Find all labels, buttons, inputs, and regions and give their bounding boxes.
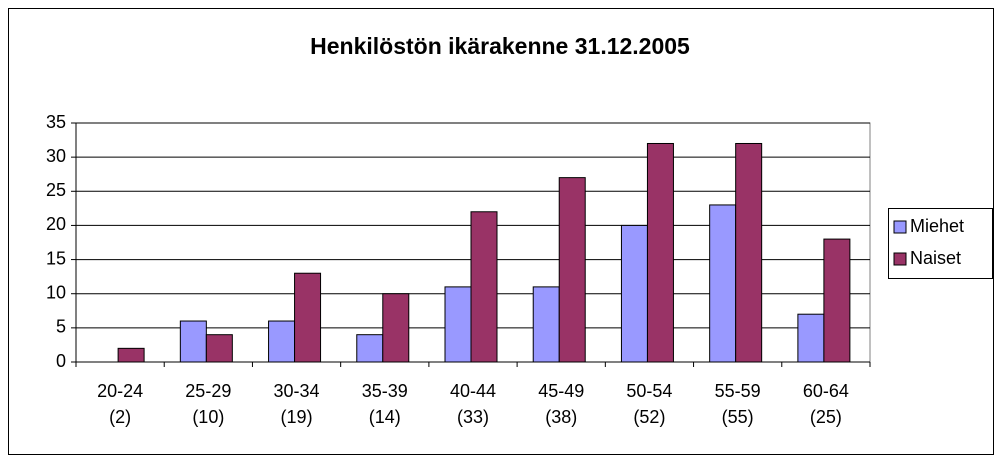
y-tick-label: 10 [46,282,66,302]
x-tick-label: (55) [722,407,754,427]
chart-title: Henkilöstön ikärakenne 31.12.2005 [310,33,690,59]
bar [117,347,145,363]
x-tick-label: (52) [633,407,665,427]
x-tick-label: (10) [192,407,224,427]
legend-label: Miehet [910,216,964,236]
x-tick-label: 50-54 [626,381,672,401]
bar [823,238,851,363]
x-tick-label: (14) [369,407,401,427]
bar [470,211,498,363]
legend-label: Naiset [910,248,961,268]
bar [532,286,560,363]
y-tick-label: 35 [46,112,66,132]
legend-box [888,208,993,279]
bar [382,293,410,363]
legend-swatch [893,252,907,266]
bar [709,204,737,363]
bar [558,177,586,363]
x-tick-label: 30-34 [274,381,320,401]
x-tick-label: 35-39 [362,381,408,401]
y-tick-label: 30 [46,146,66,166]
bar [444,286,472,363]
x-tick-label: 25-29 [185,381,231,401]
x-tick-label: (19) [281,407,313,427]
x-tick-label: 45-49 [538,381,584,401]
x-tick-label: 60-64 [803,381,849,401]
legend-swatch [893,220,907,234]
y-tick-label: 25 [46,180,66,200]
y-tick-label: 15 [46,248,66,268]
bar [205,334,233,363]
y-tick-label: 20 [46,214,66,234]
x-tick-label: (2) [109,407,131,427]
bar [268,320,296,363]
bar [620,224,648,363]
x-tick-label: 20-24 [97,381,143,401]
y-tick-label: 5 [56,317,66,337]
y-tick-label: 0 [56,351,66,371]
bar [179,320,207,363]
x-tick-label: 55-59 [715,381,761,401]
bar [356,334,384,363]
x-tick-label: (33) [457,407,489,427]
x-tick-label: 40-44 [450,381,496,401]
bar [735,142,763,363]
x-tick-label: (38) [545,407,577,427]
bar [646,142,674,363]
x-tick-label: (25) [810,407,842,427]
bar [294,272,322,363]
bar [797,313,825,363]
